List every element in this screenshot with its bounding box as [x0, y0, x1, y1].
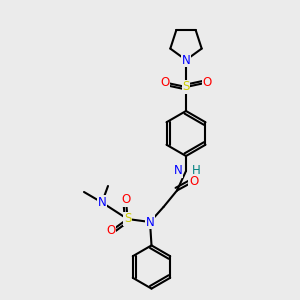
- Text: N: N: [146, 215, 154, 229]
- Text: N: N: [174, 164, 182, 178]
- Text: H: H: [191, 164, 200, 178]
- Text: O: O: [106, 224, 116, 238]
- Text: O: O: [122, 193, 130, 206]
- Text: S: S: [182, 80, 190, 94]
- Text: N: N: [182, 53, 190, 67]
- Text: S: S: [124, 212, 131, 226]
- Text: O: O: [160, 76, 169, 89]
- Text: N: N: [98, 196, 106, 209]
- Text: O: O: [202, 76, 211, 89]
- Text: O: O: [189, 175, 198, 188]
